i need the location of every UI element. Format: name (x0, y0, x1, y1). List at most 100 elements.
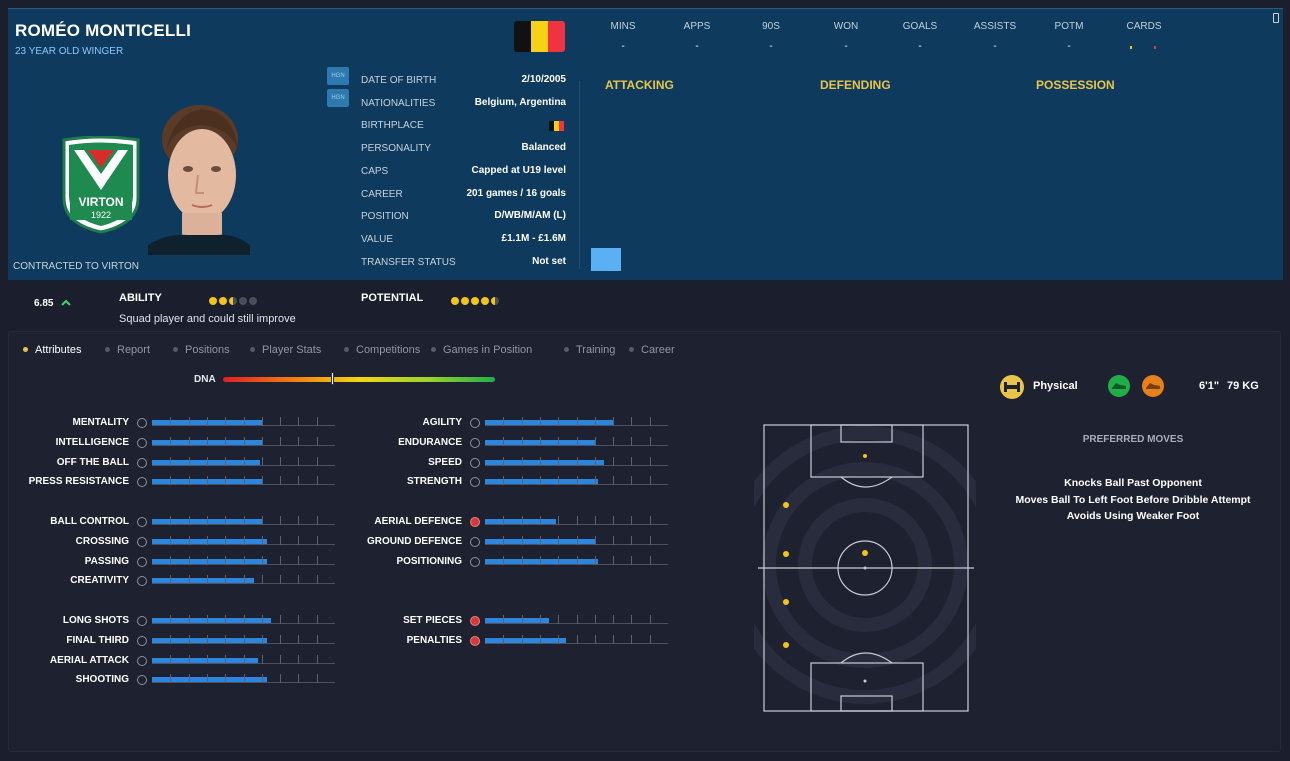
bar-tick (521, 535, 523, 545)
bar-tick (521, 436, 523, 446)
bar-tick (243, 476, 245, 486)
stat-value: - (621, 41, 625, 52)
attribute-bar (152, 436, 335, 446)
attribute-name: FINAL THIRD (66, 634, 129, 646)
potential-star (451, 297, 459, 305)
attribute-bar-fill (485, 459, 604, 465)
detail-value: Belgium, Argentina (474, 96, 566, 108)
attribute-bar (152, 417, 335, 426)
bar-tick (206, 674, 208, 684)
bar-tick (649, 535, 651, 545)
bar-tick (631, 476, 633, 486)
tab-report[interactable]: Report (105, 344, 150, 356)
attribute-name: PASSING (84, 555, 129, 567)
bar-tick (316, 555, 318, 565)
bar-tick (503, 615, 505, 624)
bar-tick (539, 417, 541, 426)
bar-tick (280, 555, 282, 565)
stat-value: - (918, 41, 922, 52)
bar-tick (243, 615, 245, 624)
attribute-name: CROSSING (75, 535, 129, 547)
bar-tick (631, 516, 633, 525)
detail-label: NATIONALITIES (361, 97, 436, 109)
detail-label: CAPS (361, 165, 389, 177)
bar-tick (170, 516, 172, 525)
color-swatch[interactable] (591, 248, 621, 271)
bar-tick (206, 555, 208, 565)
attribute-name: SHOOTING (75, 674, 129, 686)
stat-label: GOALS (902, 21, 938, 32)
physical-icon (1000, 375, 1024, 399)
bar-tick (280, 535, 282, 545)
boot-icon (1108, 375, 1130, 397)
tab-competitions[interactable]: Competitions (344, 344, 420, 356)
bar-tick (576, 456, 578, 466)
bar-tick (503, 417, 505, 426)
bar-tick (243, 654, 245, 664)
clipboard-icon[interactable] (1273, 13, 1279, 23)
bar-tick (206, 436, 208, 446)
bar-tick (521, 555, 523, 565)
bar-tick (170, 417, 172, 426)
rating-value: 6.85 (34, 298, 54, 309)
bar-tick (649, 615, 651, 624)
attribute-bar (152, 615, 335, 624)
cards-indicator (1130, 46, 1156, 50)
bar-tick (649, 516, 651, 525)
dna-bar (223, 377, 495, 382)
bar-tick (613, 417, 615, 426)
tab-games-in-position[interactable]: Games in Position (431, 344, 532, 356)
bar-tick (631, 555, 633, 565)
attribute-name: ENDURANCE (398, 436, 462, 448)
stat-value: - (993, 41, 997, 52)
bar-tick (613, 476, 615, 486)
attribute-bar (152, 516, 335, 525)
bar-tick (225, 575, 227, 585)
bar-tick (243, 516, 245, 525)
bar-tick (280, 674, 282, 684)
bar-tick (576, 555, 578, 565)
preferred-moves-list: Knocks Ball Past Opponent Moves Ball To L… (983, 475, 1283, 525)
bar-tick (316, 634, 318, 644)
bar-tick (298, 535, 300, 545)
attribute-icon (470, 517, 480, 527)
bar-tick (594, 516, 596, 525)
bar-tick (188, 456, 190, 466)
birthplace-flag-icon (549, 121, 564, 131)
tab-attributes[interactable]: Attributes (23, 344, 81, 356)
hgn-button-2[interactable]: HGN (327, 89, 349, 107)
bar-tick (188, 634, 190, 644)
bar-tick (170, 674, 172, 684)
attribute-name: LONG SHOTS (62, 615, 129, 626)
bar-tick (225, 555, 227, 565)
bar-tick (576, 516, 578, 525)
bar-tick (649, 476, 651, 486)
stat-label: 90S (762, 21, 780, 32)
bar-tick (298, 436, 300, 446)
stat-value: - (769, 41, 773, 52)
detail-label: PERSONALITY (361, 143, 432, 155)
attribute-icon (470, 536, 480, 547)
tab-positions[interactable]: Positions (173, 344, 230, 356)
attribute-bar (152, 634, 335, 644)
bar-tick (649, 456, 651, 466)
bar-tick (594, 436, 596, 446)
bar-tick (243, 555, 245, 565)
attribute-bar (485, 456, 668, 466)
bar-tick (558, 417, 560, 426)
tab-training[interactable]: Training (564, 344, 615, 356)
bar-tick (613, 555, 615, 565)
tab-player-stats[interactable]: Player Stats (250, 344, 321, 356)
hgn-button-1[interactable]: HGN (327, 67, 349, 85)
attribute-icon (470, 477, 480, 488)
tab-career[interactable]: Career (629, 344, 675, 356)
bar-tick (613, 456, 615, 466)
attribute-name: INTELLIGENCE (55, 436, 129, 448)
bar-tick (170, 615, 172, 624)
bar-tick (188, 555, 190, 565)
bar-tick (316, 535, 318, 545)
attribute-name: SET PIECES (403, 615, 462, 626)
stat-value: - (695, 41, 699, 52)
attribute-bar (485, 615, 668, 624)
preferred-moves-title: PREFERRED MOVES (1082, 434, 1184, 445)
